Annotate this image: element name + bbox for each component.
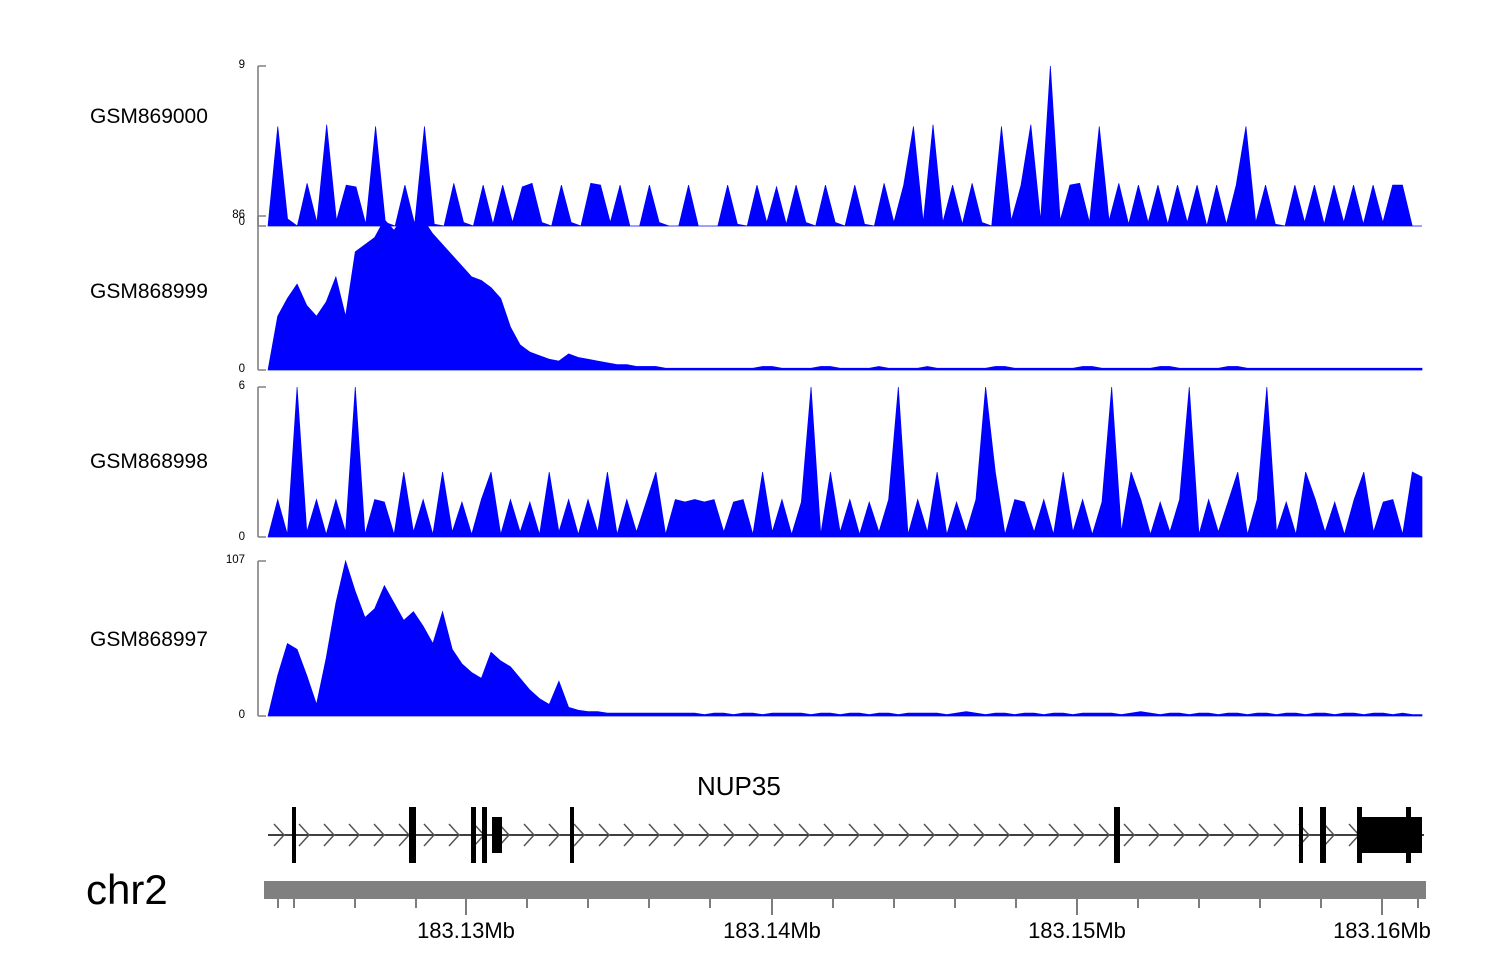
gene-model[interactable] (0, 795, 1500, 867)
track-axis-max-gsm868999: 86 (232, 209, 245, 221)
track-axis-max-gsm869000: 9 (238, 59, 245, 71)
track-gsm868997[interactable]: GSM868997 107 0 (0, 550, 1500, 730)
axis-tick-label: 183.13Mb (417, 918, 515, 943)
chromosome-label: chr2 (86, 866, 168, 913)
track-plot-gsm868998 (257, 386, 1423, 538)
track-label-gsm868997: GSM868997 (90, 628, 208, 651)
track-gsm868998[interactable]: GSM868998 6 0 (0, 378, 1500, 548)
track-plot-gsm868999 (257, 215, 1423, 371)
track-axis-min-gsm868998: 0 (238, 531, 245, 543)
track-axis-min-gsm869000: 0 (238, 216, 245, 228)
track-gsm868999[interactable]: GSM868999 86 0 (0, 205, 1500, 380)
gene-name-label: NUP35 (697, 771, 781, 801)
coordinate-bar[interactable] (264, 881, 1426, 899)
track-plot-gsm868997 (257, 559, 1423, 717)
track-label-gsm868998: GSM868998 (90, 450, 208, 473)
track-axis-min-gsm868999: 0 (238, 363, 245, 375)
axis-tick-label: 183.15Mb (1028, 918, 1126, 943)
track-axis-max-gsm868998: 6 (238, 380, 245, 392)
coordinate-axis-ticks (277, 899, 1419, 915)
track-gsm869000[interactable]: GSM869000 9 0 (0, 30, 1500, 228)
track-label-gsm868999: GSM868999 (90, 280, 208, 303)
track-axis-max-gsm868997: 107 (225, 554, 245, 566)
track-plot-gsm869000 (257, 65, 1422, 227)
track-axis-min-gsm868997: 0 (238, 709, 245, 721)
axis-tick-label: 183.16Mb (1333, 918, 1431, 943)
axis-tick-label: 183.14Mb (723, 918, 821, 943)
track-label-gsm869000: GSM869000 (90, 105, 208, 128)
